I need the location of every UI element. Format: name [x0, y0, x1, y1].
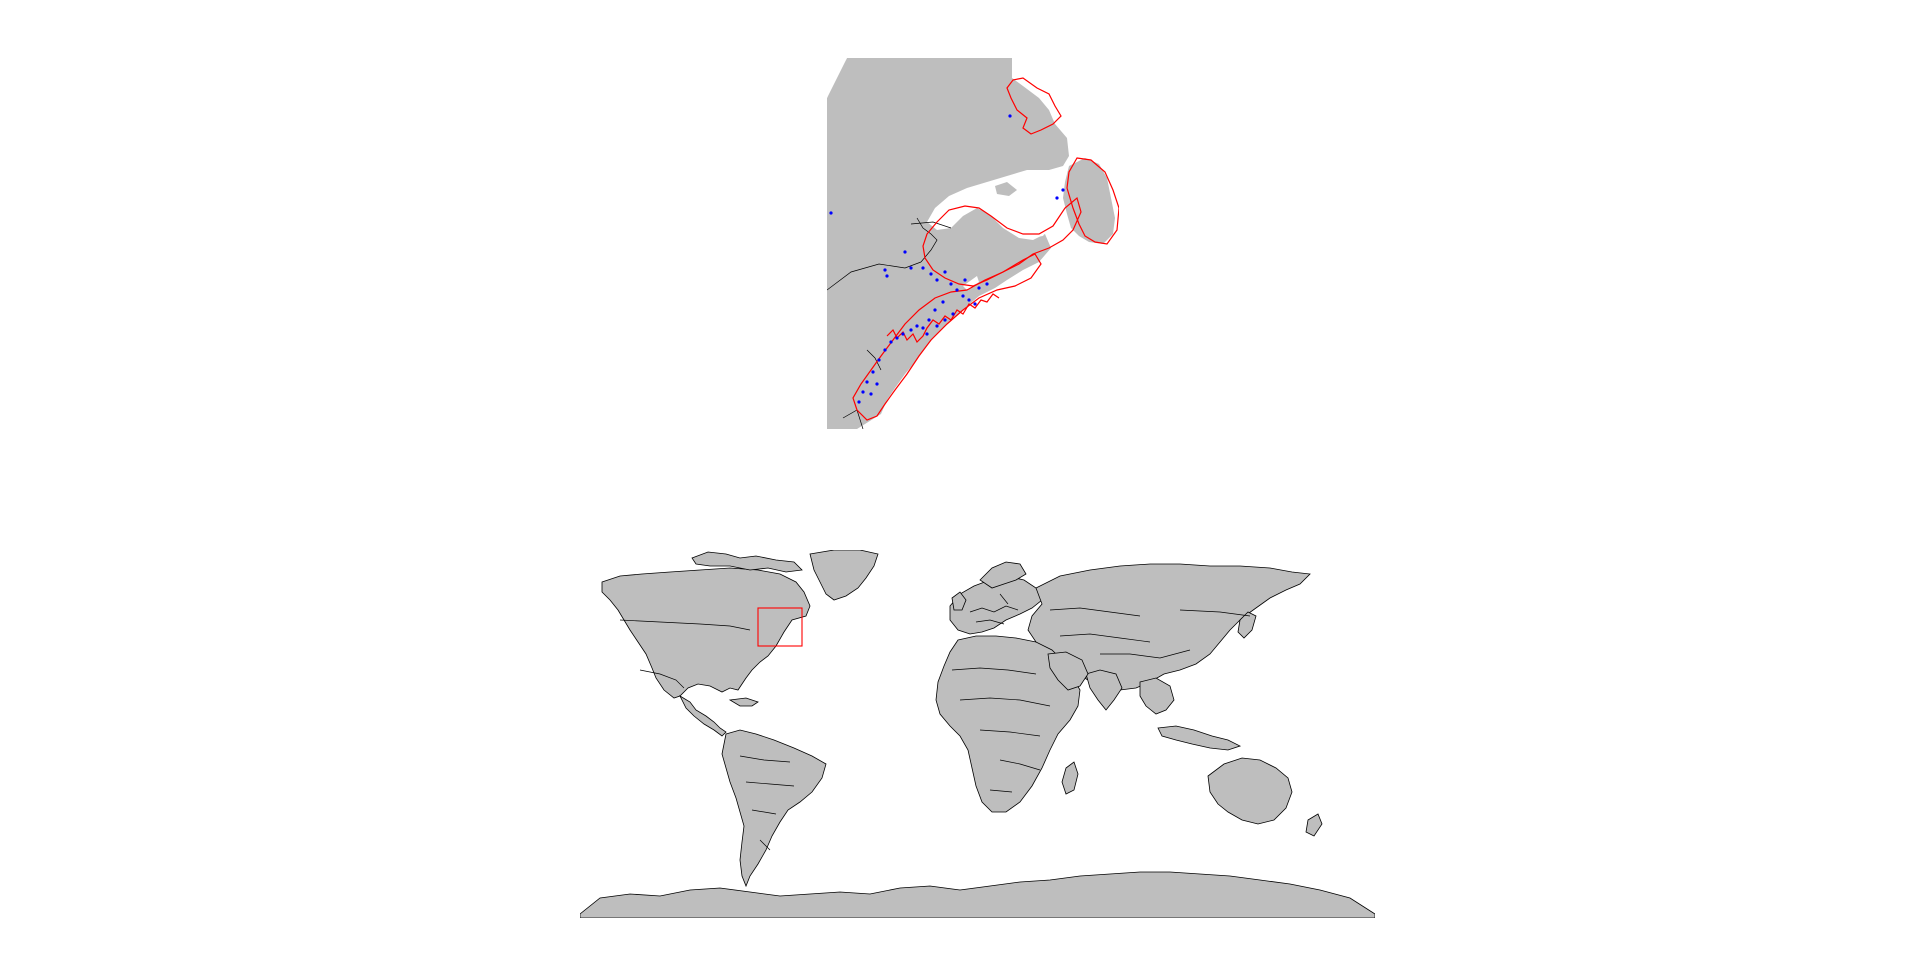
occurrence-point — [857, 400, 861, 404]
occurrence-point — [929, 272, 933, 276]
occurrence-point — [921, 266, 925, 270]
occurrence-point — [955, 288, 959, 292]
world-central-america — [679, 694, 727, 737]
inset-border-us-state — [866, 349, 882, 371]
occurrence-point — [935, 278, 939, 282]
occurrence-point — [861, 390, 865, 394]
inset-range-labrador — [1006, 77, 1062, 135]
inset-border-qc-nb — [916, 217, 938, 263]
occurrence-point — [977, 286, 981, 290]
occurrence-point — [895, 336, 899, 340]
world-southeast-asia — [1139, 677, 1175, 715]
world-antarctica — [580, 871, 1375, 918]
occurrence-point — [875, 382, 879, 386]
world-caribbean — [728, 697, 759, 707]
inset-map-svg — [827, 58, 1119, 429]
inset-border-qc-us — [827, 261, 922, 291]
world-indonesia — [1157, 725, 1242, 751]
occurrence-point — [1061, 188, 1065, 192]
occurrence-point — [871, 370, 875, 374]
world-borders-europe — [969, 593, 1019, 625]
inset-occurrence-points — [829, 114, 1065, 404]
world-north-america — [601, 567, 811, 699]
inset-extent-box — [757, 607, 803, 647]
occurrence-point — [901, 332, 905, 336]
occurrence-point — [963, 278, 967, 282]
world-australia — [1207, 757, 1293, 825]
inset-range-coastal — [852, 253, 1042, 421]
world-border-us-canada — [619, 619, 751, 631]
world-map-svg — [580, 550, 1375, 918]
world-new-zealand — [1305, 813, 1323, 837]
inset-border-qc-lab — [910, 221, 952, 229]
occurrence-point — [949, 282, 953, 286]
world-border-us-mexico — [639, 669, 685, 689]
world-south-america — [721, 729, 827, 888]
world-japan — [1237, 611, 1257, 639]
occurrence-point — [885, 274, 889, 278]
occurrence-point — [941, 300, 945, 304]
occurrence-point — [927, 318, 931, 322]
occurrence-point — [883, 348, 887, 352]
inset-fundy-water — [963, 276, 979, 290]
occurrence-point — [943, 318, 947, 322]
world-borders-africa — [951, 667, 1051, 793]
occurrence-point — [877, 358, 881, 362]
world-greenland — [809, 550, 879, 601]
inset-range-newfoundland — [1066, 157, 1119, 245]
occurrence-point — [909, 328, 913, 332]
occurrence-point — [909, 266, 913, 270]
occurrence-point — [903, 250, 907, 254]
occurrence-point — [883, 268, 887, 272]
occurrence-point — [915, 324, 919, 328]
world-borders-south-america — [739, 755, 795, 851]
regional-inset-map — [827, 58, 1119, 429]
world-africa — [935, 635, 1081, 813]
occurrence-point — [925, 332, 929, 336]
occurrence-point — [921, 326, 925, 330]
world-arctic-islands — [691, 551, 803, 573]
occurrence-point — [889, 340, 893, 344]
occurrence-point — [829, 211, 833, 215]
inset-mainland — [827, 58, 1069, 429]
world-british-isles — [951, 591, 967, 611]
world-arabia — [1047, 651, 1089, 691]
occurrence-point — [869, 392, 873, 396]
occurrence-point — [865, 380, 869, 384]
occurrence-point — [1055, 196, 1059, 200]
occurrence-point — [985, 282, 989, 286]
world-borders-asia — [1049, 607, 1251, 659]
inset-gulf-water — [947, 186, 1051, 238]
occurrence-point — [933, 308, 937, 312]
occurrence-point — [967, 298, 971, 302]
occurrence-point — [961, 294, 965, 298]
occurrence-point — [935, 324, 939, 328]
inset-hudson-water — [827, 58, 847, 98]
occurrence-point — [943, 270, 947, 274]
inset-range-gulf — [922, 196, 1082, 287]
inset-anticosti — [995, 182, 1017, 196]
occurrence-point — [973, 302, 977, 306]
world-scandinavia — [979, 561, 1027, 589]
world-overview-map — [580, 550, 1375, 918]
world-india — [1085, 669, 1123, 711]
world-madagascar — [1061, 761, 1079, 795]
occurrence-point — [951, 312, 955, 316]
occurrence-point — [1008, 114, 1012, 118]
inset-nova-scotia — [977, 246, 1033, 286]
